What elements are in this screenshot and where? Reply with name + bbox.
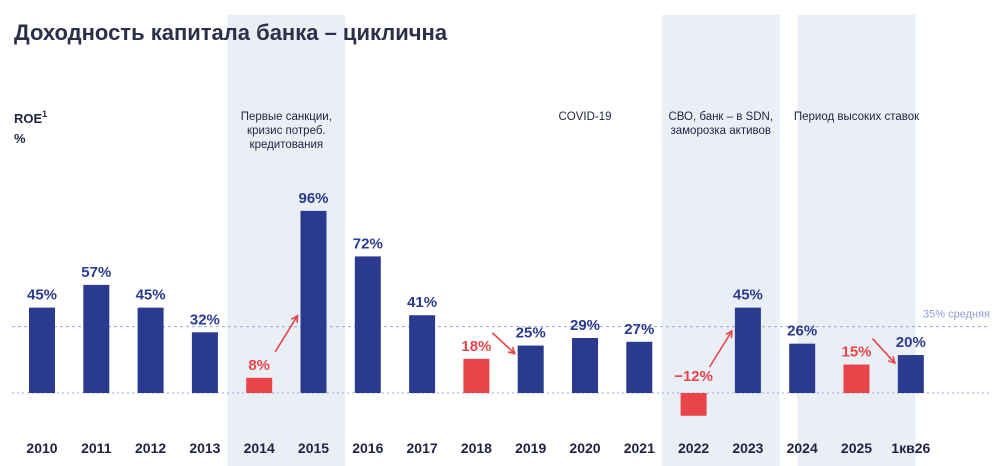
x-tick-2018: 2018 bbox=[461, 440, 492, 456]
value-label-2025: 15% bbox=[841, 344, 871, 361]
value-label-2021: 27% bbox=[624, 321, 654, 338]
value-label-2022: −12% bbox=[674, 368, 713, 385]
page-title: Доходность капитала банка – циклична bbox=[14, 20, 448, 45]
y-axis-label: ROE1 bbox=[14, 109, 47, 126]
bar-1кв26 bbox=[897, 355, 924, 393]
x-tick-2019: 2019 bbox=[515, 440, 546, 456]
x-tick-2021: 2021 bbox=[624, 440, 655, 456]
x-tick-2011: 2011 bbox=[81, 440, 112, 456]
average-label: 35% средняя bbox=[923, 309, 990, 321]
x-tick-2023: 2023 bbox=[732, 440, 763, 456]
x-tick-2010: 2010 bbox=[26, 440, 57, 456]
x-tick-2013: 2013 bbox=[189, 440, 220, 456]
bar-2018 bbox=[463, 358, 490, 393]
period-shade-1 bbox=[227, 15, 346, 466]
x-tick-1кв26: 1кв26 bbox=[891, 440, 930, 456]
bar-2019 bbox=[517, 345, 544, 393]
value-label-2020: 29% bbox=[570, 317, 600, 334]
x-tick-2015: 2015 bbox=[298, 440, 329, 456]
bar-2010 bbox=[29, 307, 55, 393]
value-label-2024: 26% bbox=[787, 323, 817, 340]
value-label-2017: 41% bbox=[407, 294, 437, 311]
value-label-1кв26: 20% bbox=[896, 334, 926, 351]
bar-2012 bbox=[137, 307, 164, 393]
value-label-2018: 18% bbox=[461, 338, 491, 355]
x-tick-2012: 2012 bbox=[135, 440, 166, 456]
bar-2016 bbox=[354, 256, 381, 393]
value-label-2023: 45% bbox=[733, 287, 763, 304]
trend-arrow-2 bbox=[491, 332, 516, 355]
period-label: Первые санкции, bbox=[241, 111, 332, 123]
period-shade-4 bbox=[797, 15, 916, 466]
value-label-2011: 57% bbox=[81, 264, 111, 281]
bar-2013 bbox=[191, 332, 218, 393]
bar-2011 bbox=[83, 284, 110, 393]
x-tick-2020: 2020 bbox=[569, 440, 600, 456]
x-tick-2024: 2024 bbox=[787, 440, 818, 456]
value-label-2014: 8% bbox=[248, 357, 270, 374]
x-tick-2022: 2022 bbox=[678, 440, 709, 456]
bar-2021 bbox=[626, 341, 653, 393]
period-label: Период высоких ставок bbox=[794, 111, 920, 123]
value-label-2016: 72% bbox=[353, 235, 383, 252]
bar-2024 bbox=[789, 343, 816, 393]
bar-2023 bbox=[734, 307, 761, 393]
y-axis-unit: % bbox=[14, 131, 26, 146]
bar-2015 bbox=[300, 210, 327, 393]
value-label-2015: 96% bbox=[298, 190, 328, 207]
x-tick-2017: 2017 bbox=[407, 440, 438, 456]
value-label-2013: 32% bbox=[190, 311, 220, 328]
period-label: кредитования bbox=[250, 139, 324, 151]
bar-2022 bbox=[680, 393, 707, 416]
trend-arrow-1 bbox=[274, 314, 299, 353]
value-label-2019: 25% bbox=[516, 325, 546, 342]
x-tick-2016: 2016 bbox=[352, 440, 383, 456]
period-label: заморозка активов bbox=[670, 125, 771, 137]
x-tick-2014: 2014 bbox=[244, 440, 275, 456]
period-label: СВО, банк – в SDN, bbox=[668, 111, 773, 123]
x-tick-2025: 2025 bbox=[841, 440, 872, 456]
value-label-2010: 45% bbox=[27, 287, 57, 304]
bar-2020 bbox=[572, 337, 598, 393]
value-label-2012: 45% bbox=[136, 287, 166, 304]
period-label: COVID-19 bbox=[558, 111, 611, 123]
bar-2025 bbox=[843, 364, 870, 393]
period-label: кризис потреб. bbox=[247, 125, 326, 137]
bar-2017 bbox=[409, 315, 436, 393]
bar-2014 bbox=[246, 377, 273, 393]
trend-arrow-3 bbox=[708, 329, 733, 368]
period-shade-3 bbox=[661, 15, 780, 466]
trend-arrow-4 bbox=[871, 338, 896, 365]
